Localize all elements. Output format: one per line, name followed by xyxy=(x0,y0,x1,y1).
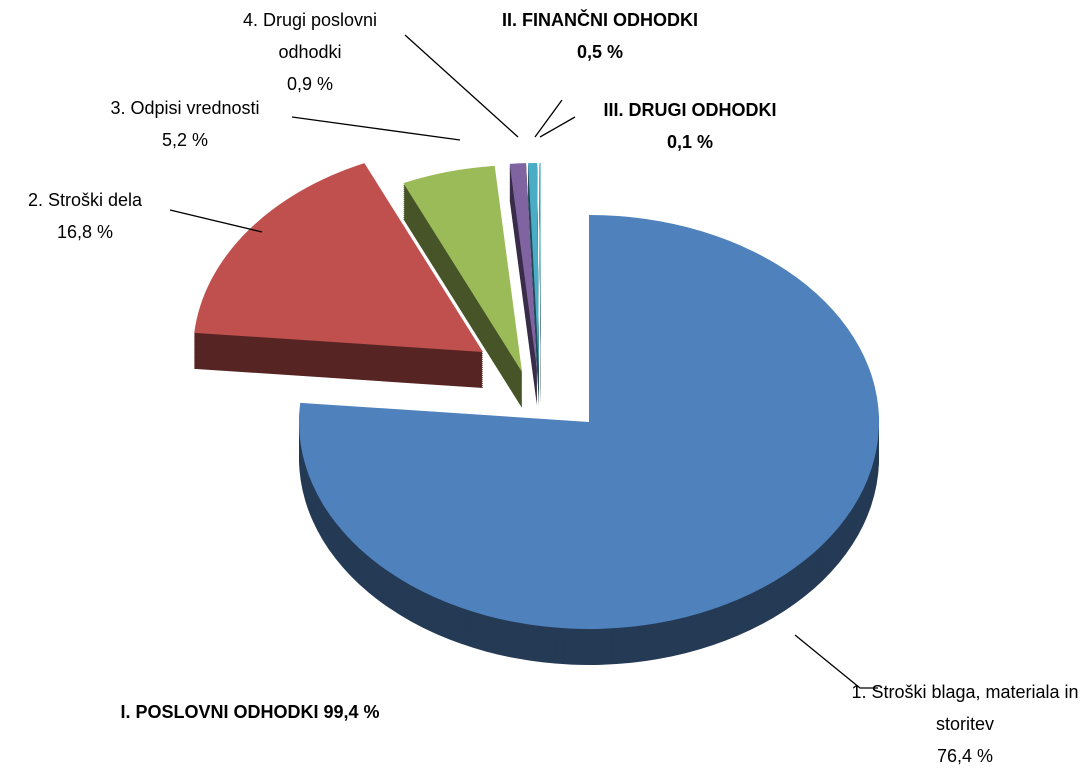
slice-label-value: 0,5 % xyxy=(576,42,624,62)
slice-label: 1. Stroški blaga, materiala in storitev 7… xyxy=(840,676,1080,772)
slice-label-name: 2. Stroški dela xyxy=(27,190,143,210)
slice xyxy=(509,163,537,370)
slice-side xyxy=(509,167,537,374)
slice-label-name: II. FINANČNI ODHODKI xyxy=(502,10,698,30)
slice-side xyxy=(509,165,537,372)
slice-label: III. DRUGI ODHODKI 0,1 % xyxy=(570,94,810,158)
leader-line xyxy=(169,209,263,233)
slice xyxy=(194,163,483,352)
slice xyxy=(528,163,539,370)
slice-label-value: 16,8 % xyxy=(56,222,114,242)
slice-side xyxy=(509,191,537,398)
slice xyxy=(299,215,880,629)
slice xyxy=(403,165,522,372)
slice-label-value: 0,9 % xyxy=(286,74,334,94)
slice-side xyxy=(509,181,537,388)
pie-svg xyxy=(169,34,880,689)
slice-label-name: 4. Drugi poslovni odhodki xyxy=(242,10,378,62)
slice-side xyxy=(509,195,537,402)
slice-side xyxy=(509,189,537,396)
slice-label-value: 76,4 % xyxy=(936,746,994,766)
slice-label-name: III. DRUGI ODHODKI xyxy=(603,100,777,120)
slice-label-value: 0,1 % xyxy=(666,132,714,152)
slice-label: 3. Odpisi vrednosti 5,2 % xyxy=(70,92,300,156)
leader-line xyxy=(539,116,576,138)
slice-side xyxy=(509,193,537,400)
slice-side xyxy=(509,183,537,390)
slice-side xyxy=(509,179,537,386)
leader-line xyxy=(291,116,461,141)
leader-line xyxy=(534,99,563,138)
slice-label: 2. Stroški dela 16,8 % xyxy=(0,184,170,248)
leader-line xyxy=(794,634,878,689)
slice-label: II. FINANČNI ODHODKI 0,5 % xyxy=(500,4,700,68)
slice-side xyxy=(509,171,537,378)
slice-label-name: 1. Stroški blaga, materiala in storitev xyxy=(851,682,1079,734)
slice-side xyxy=(509,187,537,394)
slice-side xyxy=(509,199,537,406)
slice-label-name: 3. Odpisi vrednosti xyxy=(110,98,260,118)
slice-side xyxy=(509,177,537,384)
slice-side xyxy=(509,197,537,404)
slice-side xyxy=(509,185,537,392)
slice-label-value: 5,2 % xyxy=(161,130,209,150)
leader-line xyxy=(404,34,519,138)
slice xyxy=(539,163,541,370)
slice-side xyxy=(509,175,537,382)
chart: I. POSLOVNI ODHODKI 99,4 % 1. Stroški bl… xyxy=(0,4,1079,766)
slice-side xyxy=(509,169,537,376)
slice-label: 4. Drugi poslovni odhodki 0,9 % xyxy=(215,4,405,100)
slice-side xyxy=(509,173,537,380)
annotation: I. POSLOVNI ODHODKI 99,4 % xyxy=(120,702,380,722)
